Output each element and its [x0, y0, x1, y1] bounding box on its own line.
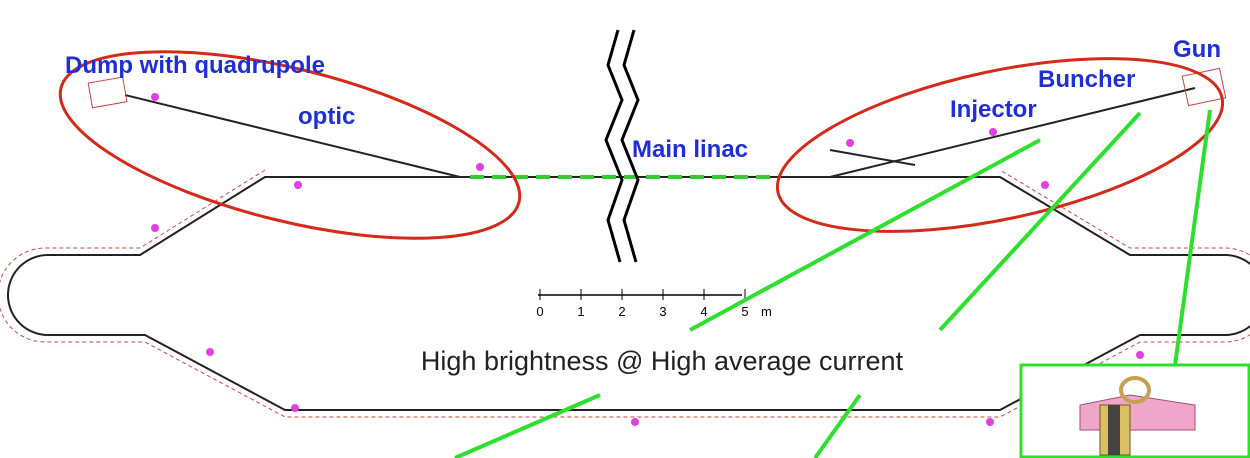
caption-box [340, 335, 985, 387]
gun-inset [1019, 363, 1250, 458]
injector-merger [829, 149, 916, 166]
scale-label: 2 [618, 304, 625, 319]
scale-unit: m [761, 304, 772, 319]
buncher-label: Buncher [1038, 66, 1135, 93]
caption: High brightness @ High average current [421, 346, 904, 376]
scale-label: 3 [659, 304, 666, 319]
recirculation-loop [7, 176, 1250, 411]
scale-label: 4 [700, 304, 707, 319]
dump-label: Dump with quadrupole [65, 52, 325, 79]
gun-label: Gun [1173, 36, 1221, 63]
injector-line [829, 87, 1196, 178]
scale-label: 5 [741, 304, 748, 319]
scale-label: 1 [577, 304, 584, 319]
scale-label: 0 [536, 304, 543, 319]
dump-region [58, 50, 522, 240]
injector-region [775, 57, 1225, 233]
dump-optic-label: optic [298, 103, 355, 130]
break-mark [604, 29, 640, 263]
beamline [0, 67, 1250, 426]
gun-block [1181, 67, 1227, 107]
main-linac-label: Main linac [632, 136, 748, 163]
dump-block [87, 76, 128, 109]
injector-label: Injector [950, 96, 1037, 123]
pointers [454, 109, 1212, 458]
dump-line [124, 94, 461, 178]
